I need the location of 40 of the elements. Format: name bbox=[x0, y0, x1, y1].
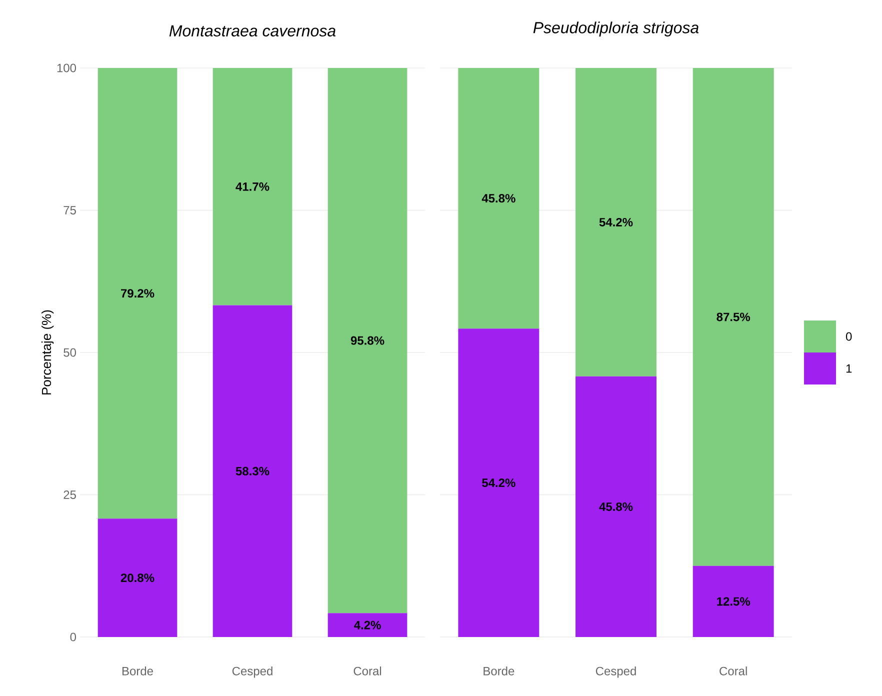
x-tick-label: Cesped bbox=[232, 666, 272, 678]
bar bbox=[212, 68, 292, 306]
bar bbox=[576, 68, 656, 376]
y-tick-label: 100 bbox=[57, 64, 76, 72]
data-label: 58.3% bbox=[236, 466, 270, 476]
data-label: 54.2% bbox=[482, 478, 516, 488]
data-label: 45.8% bbox=[482, 194, 516, 203]
data-label: 87.5% bbox=[716, 312, 750, 322]
bar bbox=[98, 518, 178, 637]
bar bbox=[212, 305, 292, 637]
data-label: 54.2% bbox=[599, 218, 633, 226]
data-label: 4.2% bbox=[354, 620, 381, 630]
chart-title: Pseudodiploria strigosa bbox=[533, 22, 699, 37]
x-tick-label: Coral bbox=[720, 666, 747, 676]
bar bbox=[692, 566, 774, 637]
bar bbox=[98, 68, 178, 519]
data-label: 20.8% bbox=[120, 574, 154, 582]
data-label: 41.7% bbox=[236, 182, 270, 191]
x-tick-label: Coral bbox=[354, 666, 382, 676]
data-label: 12.5% bbox=[717, 597, 750, 606]
x-tick-label: Cesped bbox=[596, 666, 636, 678]
data-label: 45.8% bbox=[599, 502, 633, 511]
y-tick-label: 75 bbox=[64, 206, 76, 214]
data-label: 79.2% bbox=[121, 289, 154, 298]
y-tick-label: 50 bbox=[64, 348, 76, 357]
bar bbox=[328, 613, 408, 637]
y-tick-label: 25 bbox=[64, 490, 76, 500]
bar bbox=[458, 68, 540, 329]
bar bbox=[458, 328, 540, 637]
x-tick-label: Borde bbox=[484, 666, 514, 676]
text: 0 bbox=[846, 332, 852, 341]
chart-title: Montastraea cavernosa bbox=[169, 25, 336, 36]
bar bbox=[576, 376, 656, 637]
bar bbox=[328, 68, 408, 614]
text: 1 bbox=[846, 364, 852, 373]
data-label: 95.8% bbox=[350, 336, 384, 345]
bar bbox=[692, 68, 774, 566]
y-tick-label: 0 bbox=[70, 632, 76, 642]
x-tick-label: Borde bbox=[122, 666, 153, 676]
y-axis-title: Porcentaje (%) bbox=[42, 310, 54, 394]
